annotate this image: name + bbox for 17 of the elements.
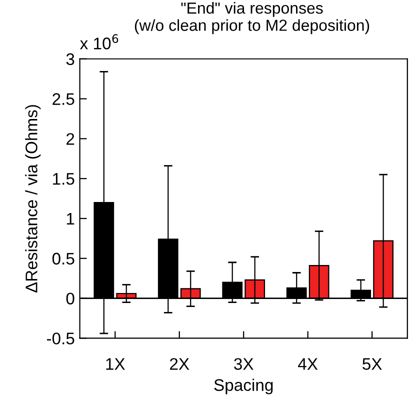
y-tick-label: 3 xyxy=(66,53,74,66)
y-tick-label: 0 xyxy=(66,292,74,304)
y-tick-label: -0.5 xyxy=(46,332,74,344)
x-tick-label: 1X xyxy=(106,358,125,370)
x-tick-label: 2X xyxy=(170,358,190,370)
y-tick-label: 1 xyxy=(66,213,74,225)
y-tick-label: 2 xyxy=(66,133,74,145)
y-tick-label: 1.5 xyxy=(53,173,74,185)
x-tick-label: 5X xyxy=(362,358,382,370)
y-tick-label: 0.5 xyxy=(52,252,74,265)
x-tick-label: 4X xyxy=(298,358,318,370)
x-tick-label: 3X xyxy=(234,358,254,370)
chart-title: "End" via responses (w/o clean prior to M2 deposition) xyxy=(134,2,370,34)
y-axis-title: ΔResistance / via (Ohms) xyxy=(25,105,41,293)
y-tick-label: 2.5 xyxy=(52,93,74,105)
x-axis-title: Spacing xyxy=(214,378,273,394)
text: x 10$^{6}$ xyxy=(80,34,118,50)
